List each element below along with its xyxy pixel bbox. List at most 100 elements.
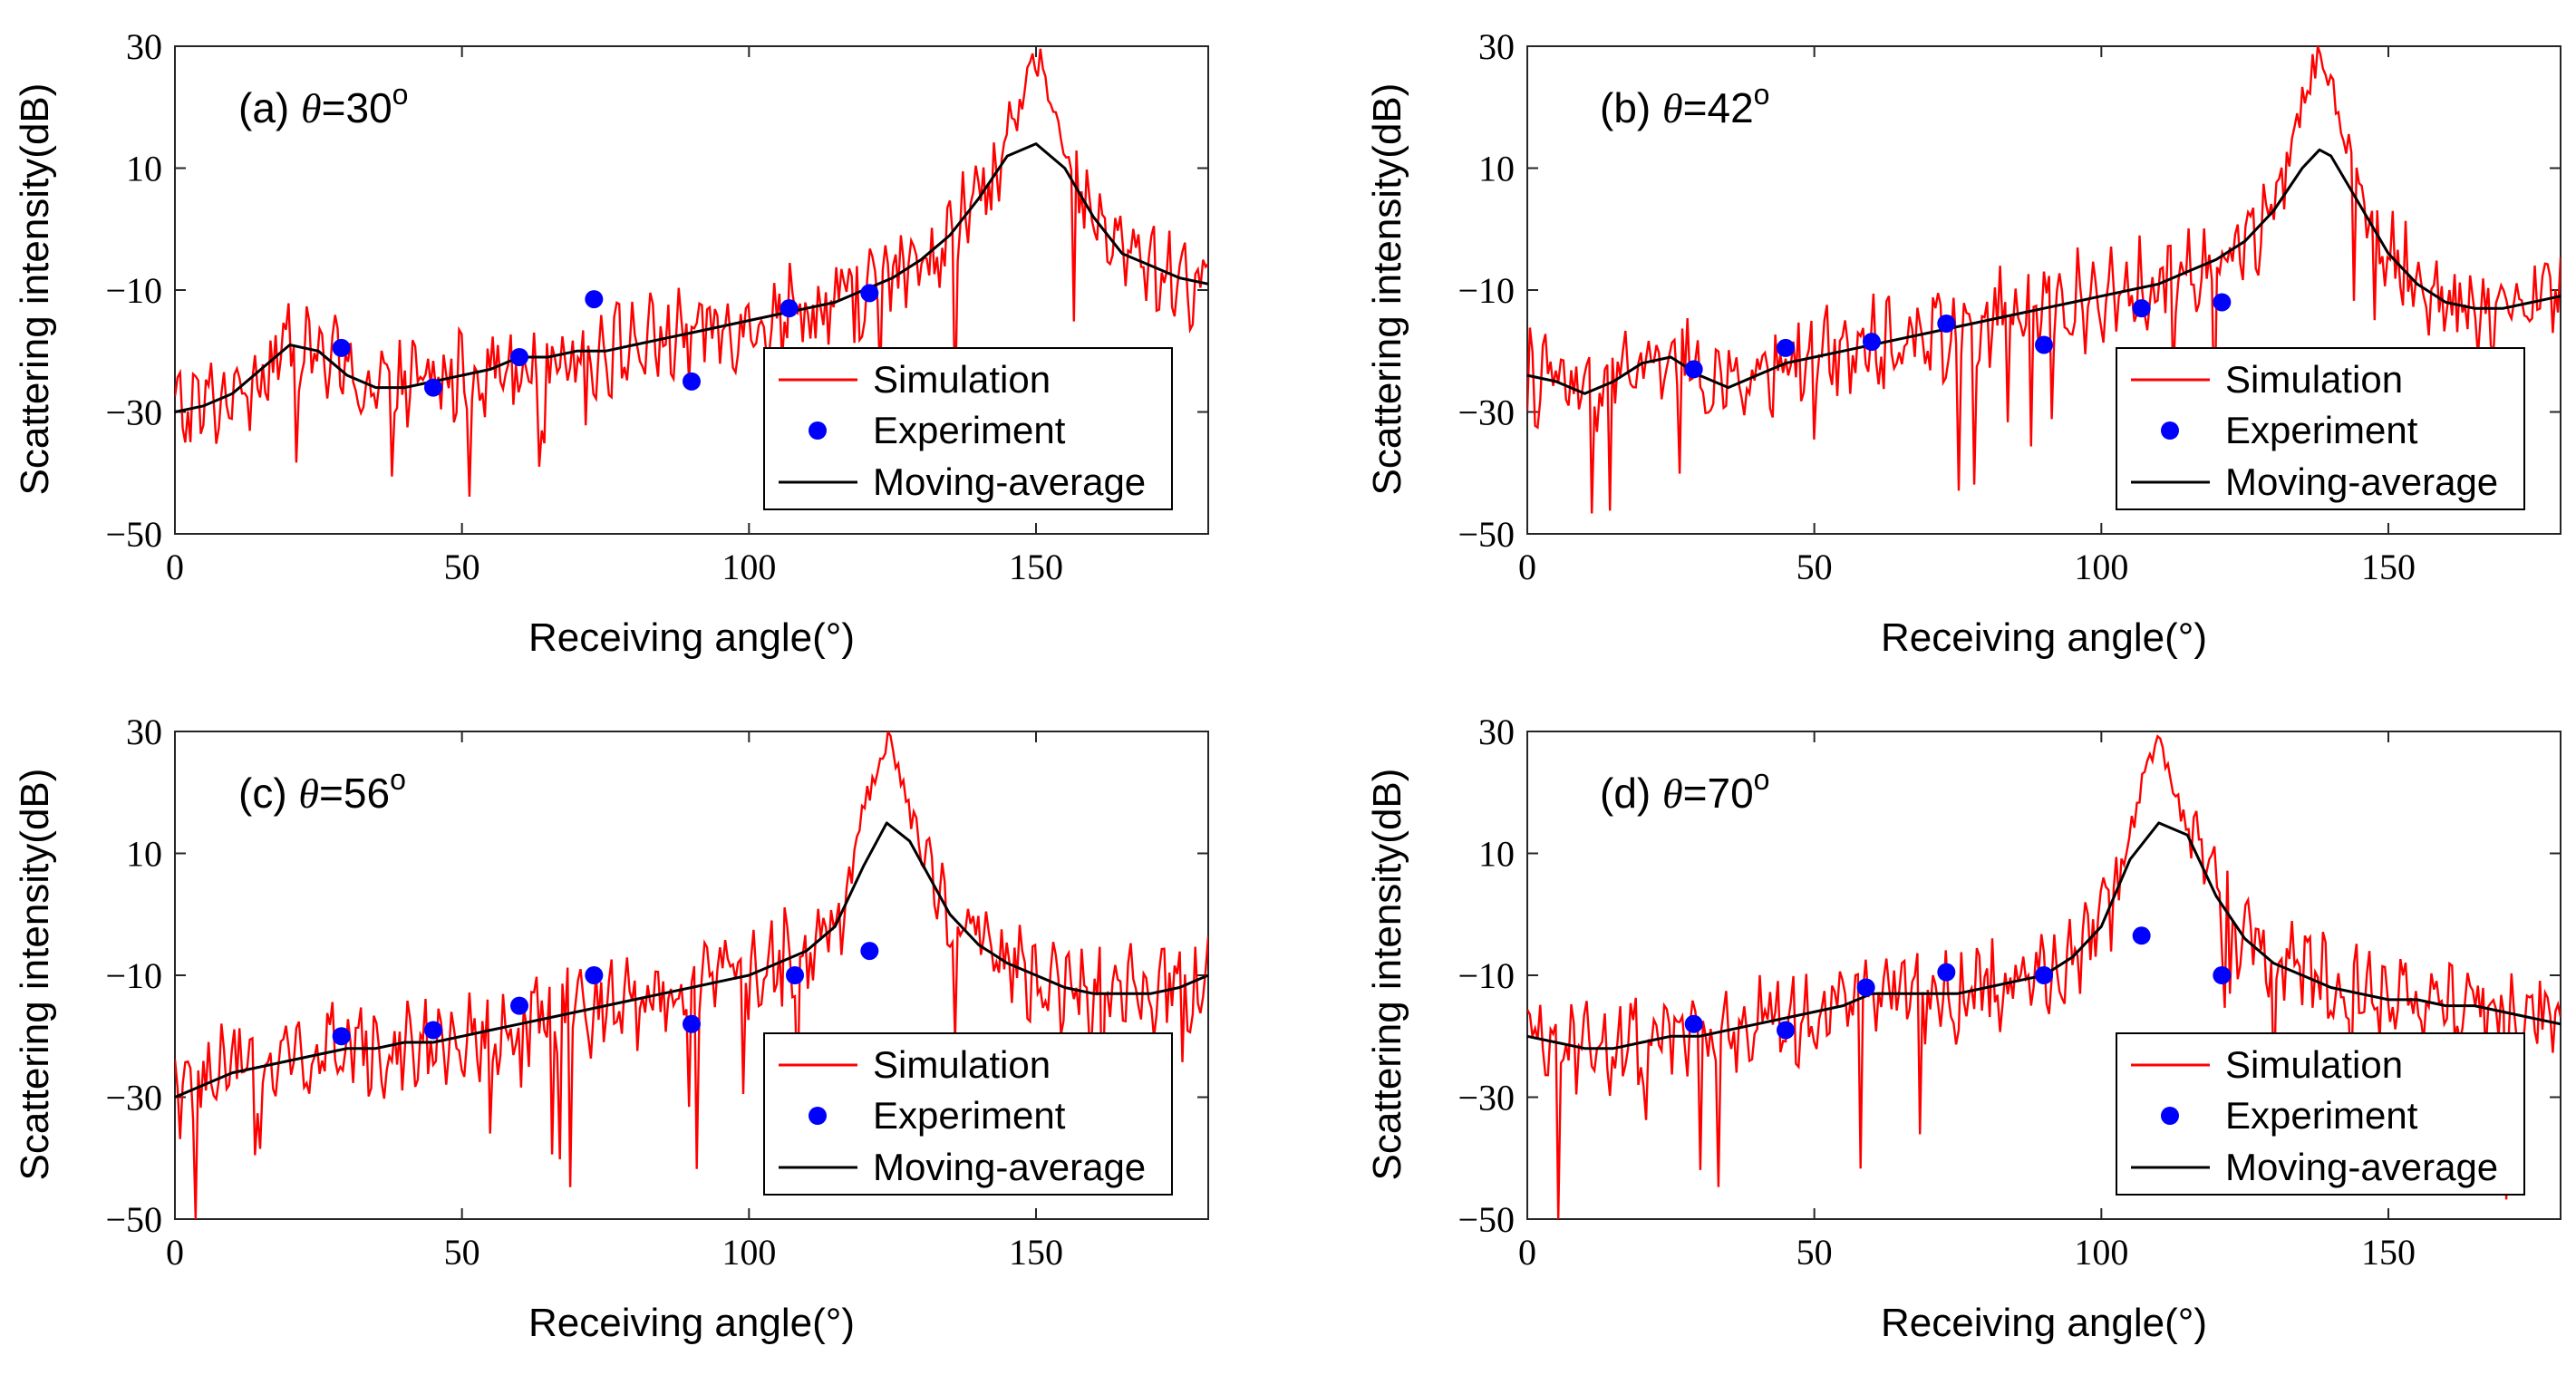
x-tick-label: 0 <box>1518 547 1536 587</box>
experiment-point <box>1684 360 1703 379</box>
experiment-point <box>2213 293 2232 312</box>
panel-title: (c) θ=56o <box>238 763 406 817</box>
y-tick-label: −30 <box>105 392 162 433</box>
x-tick-label: 50 <box>444 1232 480 1273</box>
experiment-point <box>786 966 804 984</box>
moving-average-line <box>1526 148 2561 395</box>
y-tick-label: 10 <box>126 834 162 875</box>
y-tick-label: 30 <box>1478 26 1515 67</box>
x-tick-label: 0 <box>1518 1232 1536 1273</box>
x-tick-label: 150 <box>1009 1232 1063 1273</box>
experiment-point <box>1684 1014 1703 1033</box>
legend-simulation-label: Simulation <box>2225 1043 2403 1086</box>
legend-experiment-marker <box>809 421 827 440</box>
x-tick-label: 100 <box>721 1232 776 1273</box>
x-tick-label: 50 <box>1796 1232 1833 1273</box>
legend-experiment-label: Experiment <box>873 1094 1066 1137</box>
y-tick-label: 30 <box>1478 712 1515 752</box>
experiment-point <box>424 378 442 397</box>
x-axis-label: Receiving angle(°) <box>528 1301 855 1345</box>
experiment-point <box>860 284 879 303</box>
x-tick-label: 150 <box>2361 1232 2416 1273</box>
legend-experiment-label: Experiment <box>2225 409 2418 451</box>
x-tick-label: 100 <box>2074 547 2128 587</box>
y-tick-label: −50 <box>1457 514 1515 555</box>
experiment-point <box>1777 1021 1795 1040</box>
y-axis-label: Scattering intensity(dB) <box>1365 769 1409 1181</box>
experiment-point <box>1937 314 1956 333</box>
legend: Simulation Experiment Moving-average <box>2116 347 2525 510</box>
x-tick-label: 100 <box>721 547 776 587</box>
panel-d: 0 50 100 150 30 10 −10 −30 −50 (d) θ=70o Receivi… <box>1365 712 2561 1345</box>
x-tick-label: 0 <box>166 547 184 587</box>
y-tick-label: −10 <box>1457 955 1515 996</box>
experiment-point <box>1856 978 1875 997</box>
legend: Simulation Experiment Moving-average <box>2116 1032 2525 1196</box>
plot-area: 0 50 100 150 30 10 −10 −30 −50 <box>1457 26 2561 587</box>
simulation-line <box>175 48 1208 498</box>
experiment-point <box>332 338 351 357</box>
legend-experiment-marker <box>2161 421 2179 440</box>
experiment-point <box>860 942 879 961</box>
y-axis-label: Scattering intensity(dB) <box>13 769 57 1181</box>
experiment-point <box>1777 338 1795 357</box>
legend-experiment-label: Experiment <box>2225 1094 2418 1137</box>
x-tick-label: 0 <box>166 1232 184 1273</box>
y-tick-label: −50 <box>105 514 162 555</box>
legend: Simulation Experiment Moving-average <box>763 1032 1173 1196</box>
legend-moving-average-label: Moving-average <box>873 1146 1146 1188</box>
panel-title: (b) θ=42o <box>1600 78 1769 131</box>
x-axis-label: Receiving angle(°) <box>1881 615 2207 660</box>
x-axis-label: Receiving angle(°) <box>1881 1301 2207 1345</box>
experiment-point <box>332 1027 351 1046</box>
experiment-point <box>683 372 701 391</box>
moving-average-line <box>174 142 1209 413</box>
experiment-point <box>1937 963 1956 982</box>
panel-b: 0 50 100 150 30 10 −10 −30 −50 (b) θ=42o Receivi… <box>1365 26 2561 660</box>
experiment-point <box>510 347 528 366</box>
y-tick-label: 10 <box>1478 149 1515 189</box>
legend-experiment-marker <box>809 1107 827 1125</box>
y-tick-label: 30 <box>126 26 162 67</box>
legend-experiment-label: Experiment <box>873 409 1066 451</box>
y-tick-label: −30 <box>1457 1078 1515 1118</box>
legend-experiment-marker <box>2161 1107 2179 1125</box>
y-tick-label: −10 <box>1457 270 1515 311</box>
experiment-point <box>2035 335 2053 354</box>
experiment-point <box>2132 299 2151 318</box>
experiment-point <box>510 996 528 1015</box>
simulation-line <box>1527 734 2561 1219</box>
plot-area: 0 50 100 150 30 10 −10 −30 −50 <box>1457 712 2561 1273</box>
x-tick-label: 100 <box>2074 1232 2128 1273</box>
y-tick-label: −10 <box>105 955 162 996</box>
x-tick-label: 150 <box>2361 547 2416 587</box>
legend-simulation-label: Simulation <box>873 1043 1051 1086</box>
panel-a: 0 50 100 150 30 10 −10 −30 −50 (a) θ=30o Receivi… <box>13 26 1209 660</box>
experiment-point <box>2132 926 2151 945</box>
x-tick-label: 50 <box>444 547 480 587</box>
y-axis-label: Scattering intensity(dB) <box>13 83 57 496</box>
moving-average-line <box>174 821 1209 1099</box>
experiment-point <box>2035 966 2053 984</box>
y-tick-label: −30 <box>105 1078 162 1118</box>
plot-area: 0 50 100 150 30 10 −10 −30 −50 <box>105 712 1209 1273</box>
y-axis-label: Scattering intensity(dB) <box>1365 83 1409 496</box>
y-tick-label: −10 <box>105 270 162 311</box>
legend-moving-average-label: Moving-average <box>2225 1146 2498 1188</box>
experiment-point <box>2213 966 2232 984</box>
panel-title: (a) θ=30o <box>238 78 408 131</box>
x-tick-label: 50 <box>1796 547 1833 587</box>
y-tick-label: 10 <box>126 149 162 189</box>
legend-moving-average-label: Moving-average <box>2225 460 2498 503</box>
experiment-point <box>1863 333 1881 352</box>
x-axis-label: Receiving angle(°) <box>528 615 855 660</box>
experiment-point <box>683 1014 701 1033</box>
panel-c: 0 50 100 150 30 10 −10 −30 −50 (c) θ=56o Receivi… <box>13 712 1209 1345</box>
y-tick-label: 30 <box>126 712 162 752</box>
y-tick-label: −50 <box>1457 1199 1515 1240</box>
experiment-point <box>424 1021 442 1040</box>
plot-area: 0 50 100 150 30 10 −10 −30 −50 <box>105 26 1209 587</box>
y-tick-label: −30 <box>1457 392 1515 433</box>
legend-moving-average-label: Moving-average <box>873 460 1146 503</box>
